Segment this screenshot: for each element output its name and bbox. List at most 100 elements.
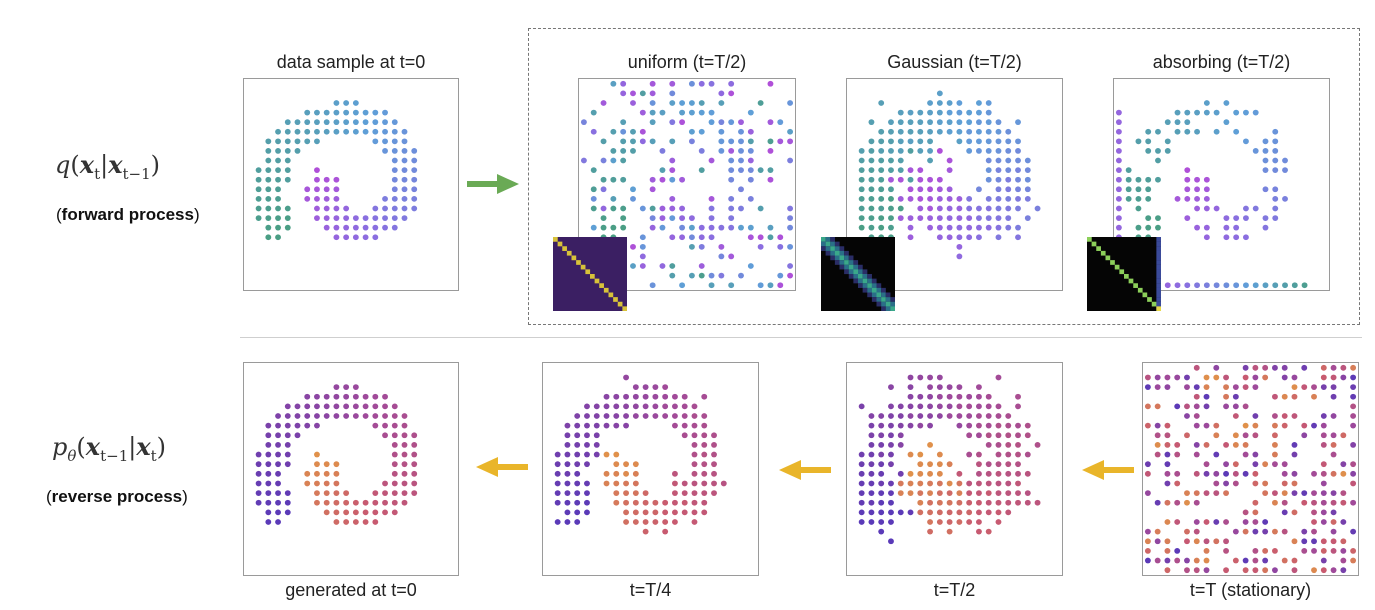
- scatter-point: [343, 509, 350, 516]
- scatter-point: [927, 109, 933, 116]
- scatter-point: [1340, 490, 1347, 496]
- scatter-point: [767, 80, 774, 87]
- scatter-point: [1015, 461, 1021, 468]
- reverse-arrow-icon-3: [1082, 460, 1134, 480]
- scatter-point: [1015, 224, 1021, 231]
- matrix-band-cell: [890, 301, 895, 307]
- scatter-point: [1330, 413, 1337, 419]
- scatter-point: [304, 470, 311, 477]
- scatter-point: [391, 215, 398, 221]
- scatter-point: [728, 157, 735, 164]
- scatter-point: [1155, 176, 1161, 183]
- scatter-point: [897, 432, 904, 439]
- scatter-point: [1015, 138, 1021, 145]
- scatter-point: [688, 215, 695, 221]
- scatter-point: [265, 205, 272, 212]
- scatter-point: [294, 422, 301, 429]
- scatter-point: [659, 148, 666, 154]
- scatter-point: [907, 422, 914, 429]
- scatter-point: [679, 234, 686, 241]
- scatter-point: [966, 205, 973, 212]
- scatter-point: [1301, 528, 1308, 535]
- scatter-point: [564, 499, 571, 506]
- scatter-point: [907, 393, 914, 400]
- matrix-absorbing-column-cell: [1156, 301, 1161, 307]
- scatter-point: [401, 167, 408, 173]
- scatter-point: [720, 480, 727, 487]
- scatter-point: [1203, 205, 1210, 212]
- scatter-point: [907, 176, 914, 183]
- scatter-point: [659, 205, 666, 212]
- scatter-point: [966, 148, 973, 154]
- scatter-point: [985, 196, 992, 202]
- scatter-point: [275, 138, 281, 145]
- scatter-point: [738, 167, 744, 173]
- scatter-point: [1184, 403, 1190, 410]
- scatter-point: [372, 422, 379, 429]
- scatter-point: [584, 422, 590, 429]
- scatter-point: [1281, 374, 1288, 381]
- scatter-point: [927, 205, 933, 212]
- matrix-band-cell: [858, 274, 863, 279]
- scatter-point: [672, 519, 678, 525]
- scatter-point: [554, 499, 561, 506]
- scatter-point: [868, 138, 875, 145]
- scatter-point: [255, 215, 262, 221]
- scatter-point: [747, 167, 754, 173]
- scatter-point: [1024, 451, 1031, 458]
- scatter-point: [701, 470, 708, 477]
- scatter-point: [333, 413, 340, 419]
- scatter-point: [1015, 119, 1021, 126]
- scatter-point: [1340, 567, 1347, 574]
- scatter-point: [323, 196, 330, 202]
- scatter-point: [691, 509, 698, 516]
- scatter-point: [554, 490, 561, 496]
- scatter-point: [600, 186, 607, 193]
- scatter-point: [1115, 119, 1122, 126]
- scatter-point: [966, 451, 973, 458]
- scatter-point: [574, 519, 581, 525]
- scatter-point: [966, 509, 973, 516]
- scatter-point: [649, 90, 656, 97]
- scatter-point: [1232, 384, 1239, 390]
- scatter-point: [352, 119, 359, 126]
- scatter-point: [936, 128, 943, 135]
- scatter-point: [946, 403, 953, 410]
- scatter-point: [858, 509, 865, 516]
- scatter-point: [1015, 205, 1021, 212]
- matrix-band-cell: [885, 292, 891, 298]
- scatter-point: [652, 384, 659, 390]
- scatter-point: [927, 403, 933, 410]
- scatter-point: [652, 499, 659, 506]
- scatter-point: [649, 100, 656, 106]
- scatter-point: [1174, 499, 1181, 506]
- scatter-point: [372, 509, 379, 516]
- scatter-point: [946, 234, 953, 241]
- matrix-band-cell: [848, 274, 854, 279]
- scatter-point: [1115, 167, 1122, 173]
- matrix-band-cell: [825, 237, 831, 242]
- scatter-point: [590, 205, 597, 212]
- scatter-point: [1242, 519, 1249, 525]
- matrix-band-cell: [867, 274, 872, 279]
- matrix-diagonal-cell: [1147, 297, 1152, 302]
- scatter-point: [1350, 364, 1357, 371]
- scatter-point: [391, 138, 398, 145]
- scatter-point: [1350, 548, 1357, 554]
- scatter-point: [1291, 393, 1298, 400]
- scatter-point: [966, 215, 973, 221]
- scatter-point: [1320, 461, 1327, 468]
- scatter-point: [314, 499, 320, 506]
- scatter-point: [620, 80, 627, 87]
- scatter-point: [382, 196, 388, 202]
- scatter-point: [917, 499, 924, 506]
- scatter-point: [275, 176, 281, 183]
- scatter-point: [1262, 374, 1269, 381]
- scatter-point: [1262, 224, 1269, 231]
- scatter-point: [391, 196, 398, 202]
- scatter-point: [1203, 403, 1210, 410]
- matrix-band-cell: [848, 255, 854, 261]
- scatter-point: [1184, 490, 1190, 496]
- scatter-point: [314, 196, 320, 202]
- generated-plot: [243, 362, 459, 576]
